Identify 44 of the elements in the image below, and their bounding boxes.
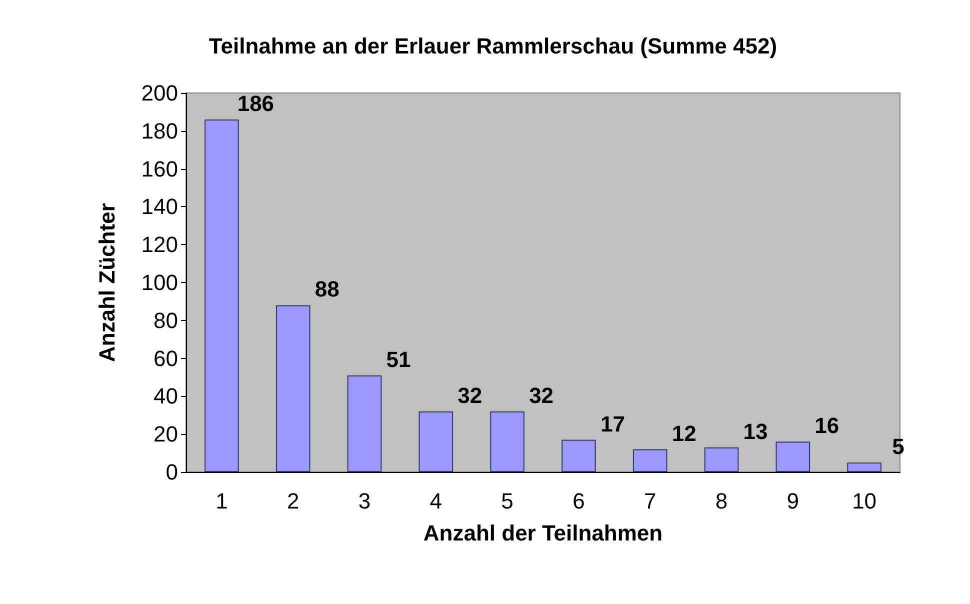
data-label: 12 — [672, 420, 696, 446]
y-tick-label: 120 — [141, 232, 178, 258]
y-tick-label: 20 — [154, 422, 178, 447]
y-tick-label: 100 — [141, 270, 178, 295]
x-tick-label: 6 — [572, 488, 585, 514]
x-tick-label: 1 — [216, 488, 228, 514]
bar — [276, 305, 310, 472]
bar — [562, 440, 596, 472]
x-tick-label: 7 — [644, 488, 656, 514]
y-tick-label: 180 — [141, 118, 178, 144]
x-tick-label: 8 — [715, 488, 728, 514]
y-tick-label: 140 — [141, 194, 178, 220]
data-label: 88 — [314, 276, 340, 302]
bar — [704, 447, 739, 472]
x-tick-label: 9 — [786, 488, 800, 514]
y-axis-title: Anzahl Züchter — [94, 202, 120, 362]
data-label: 5 — [892, 434, 904, 460]
data-label: 17 — [600, 411, 625, 436]
bar — [490, 411, 524, 472]
y-tick-label: 0 — [166, 460, 178, 484]
x-tick-label: 5 — [501, 488, 514, 514]
bar — [418, 411, 454, 472]
x-axis-title: Anzahl der Teilnahmen — [423, 520, 663, 546]
chart-title: Teilnahme an der Erlauer Rammlerschau (Summe 452) — [208, 34, 778, 58]
x-tick-label: 4 — [430, 488, 442, 514]
y-tick-label: 60 — [154, 346, 178, 371]
x-tick-label: 10 — [852, 488, 877, 514]
data-label: 186 — [237, 91, 274, 116]
bar — [632, 449, 668, 472]
x-tick-label: 2 — [286, 488, 300, 514]
data-label: 32 — [529, 382, 554, 408]
y-tick-label: 80 — [154, 308, 178, 333]
data-label: 32 — [458, 382, 482, 408]
bar — [776, 442, 810, 472]
y-tick-label: 200 — [141, 80, 178, 106]
data-label: 16 — [814, 413, 840, 438]
y-tick-label: 160 — [141, 156, 178, 182]
bar — [847, 462, 882, 472]
data-label: 13 — [743, 418, 768, 444]
y-tick-label: 40 — [154, 384, 178, 409]
x-tick-label: 3 — [358, 488, 371, 514]
bar — [347, 375, 382, 472]
data-label: 51 — [386, 346, 411, 372]
bar — [204, 120, 239, 472]
